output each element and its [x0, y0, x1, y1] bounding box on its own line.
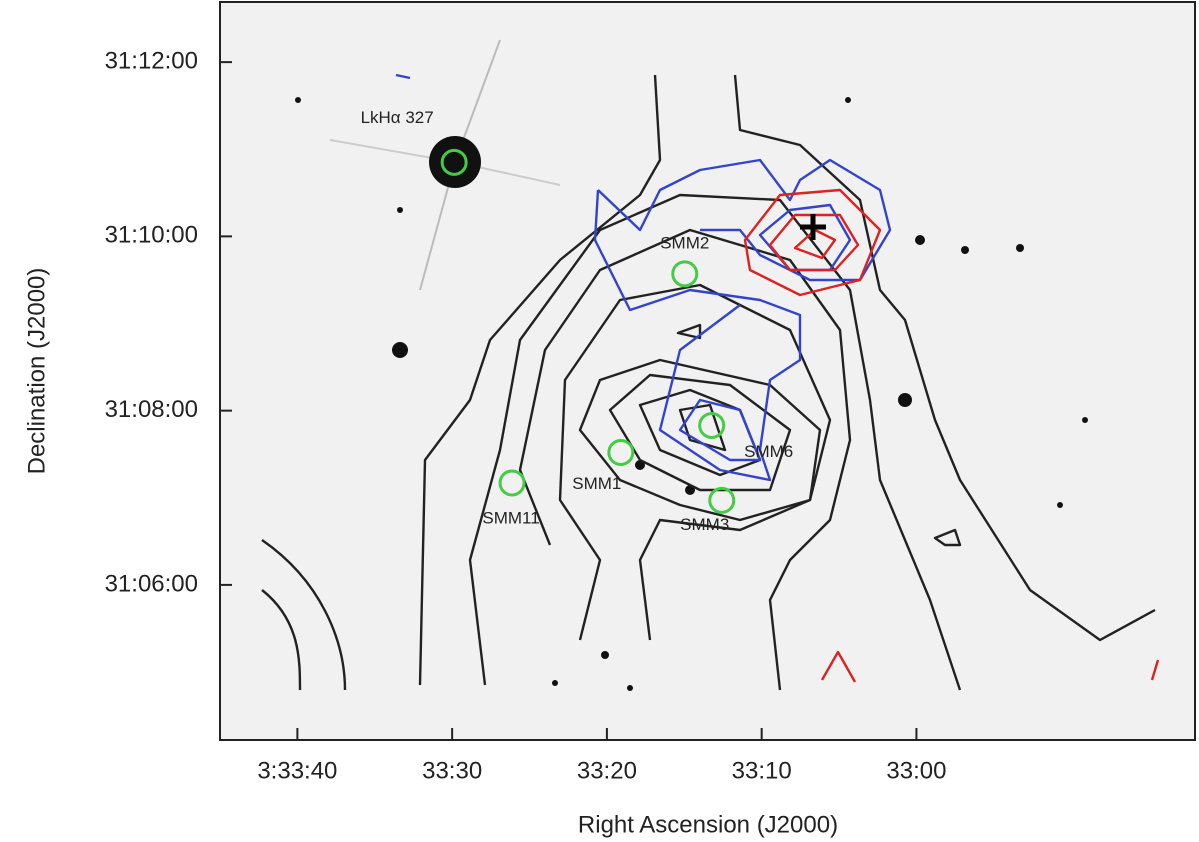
figure: Right Ascension (J2000) Declination (J20… [0, 0, 1199, 842]
source-label: LkHα 327 [361, 108, 434, 127]
x-tick-label: 33:00 [886, 757, 946, 784]
x-axis-title: Right Ascension (J2000) [578, 811, 838, 838]
y-tick-label: 31:10:00 [105, 222, 198, 249]
source-label: SMM3 [680, 515, 729, 534]
y-tick-label: 31:06:00 [105, 570, 198, 597]
source-label: SMM2 [660, 233, 709, 252]
x-tick-label: 33:20 [577, 757, 637, 784]
page: Right Ascension (J2000) Declination (J20… [0, 0, 1199, 842]
x-tick-label: 3:33:40 [257, 757, 337, 784]
source-label: SMM1 [572, 474, 621, 493]
y-tick-label: 31:12:00 [105, 47, 198, 74]
source-label: SMM6 [744, 442, 793, 461]
x-tick-label: 33:10 [732, 757, 792, 784]
y-tick-label: 31:08:00 [105, 396, 198, 423]
y-axis-title: Declination (J2000) [23, 268, 50, 475]
x-tick-label: 33:30 [422, 757, 482, 784]
source-label: SMM11 [482, 508, 539, 527]
